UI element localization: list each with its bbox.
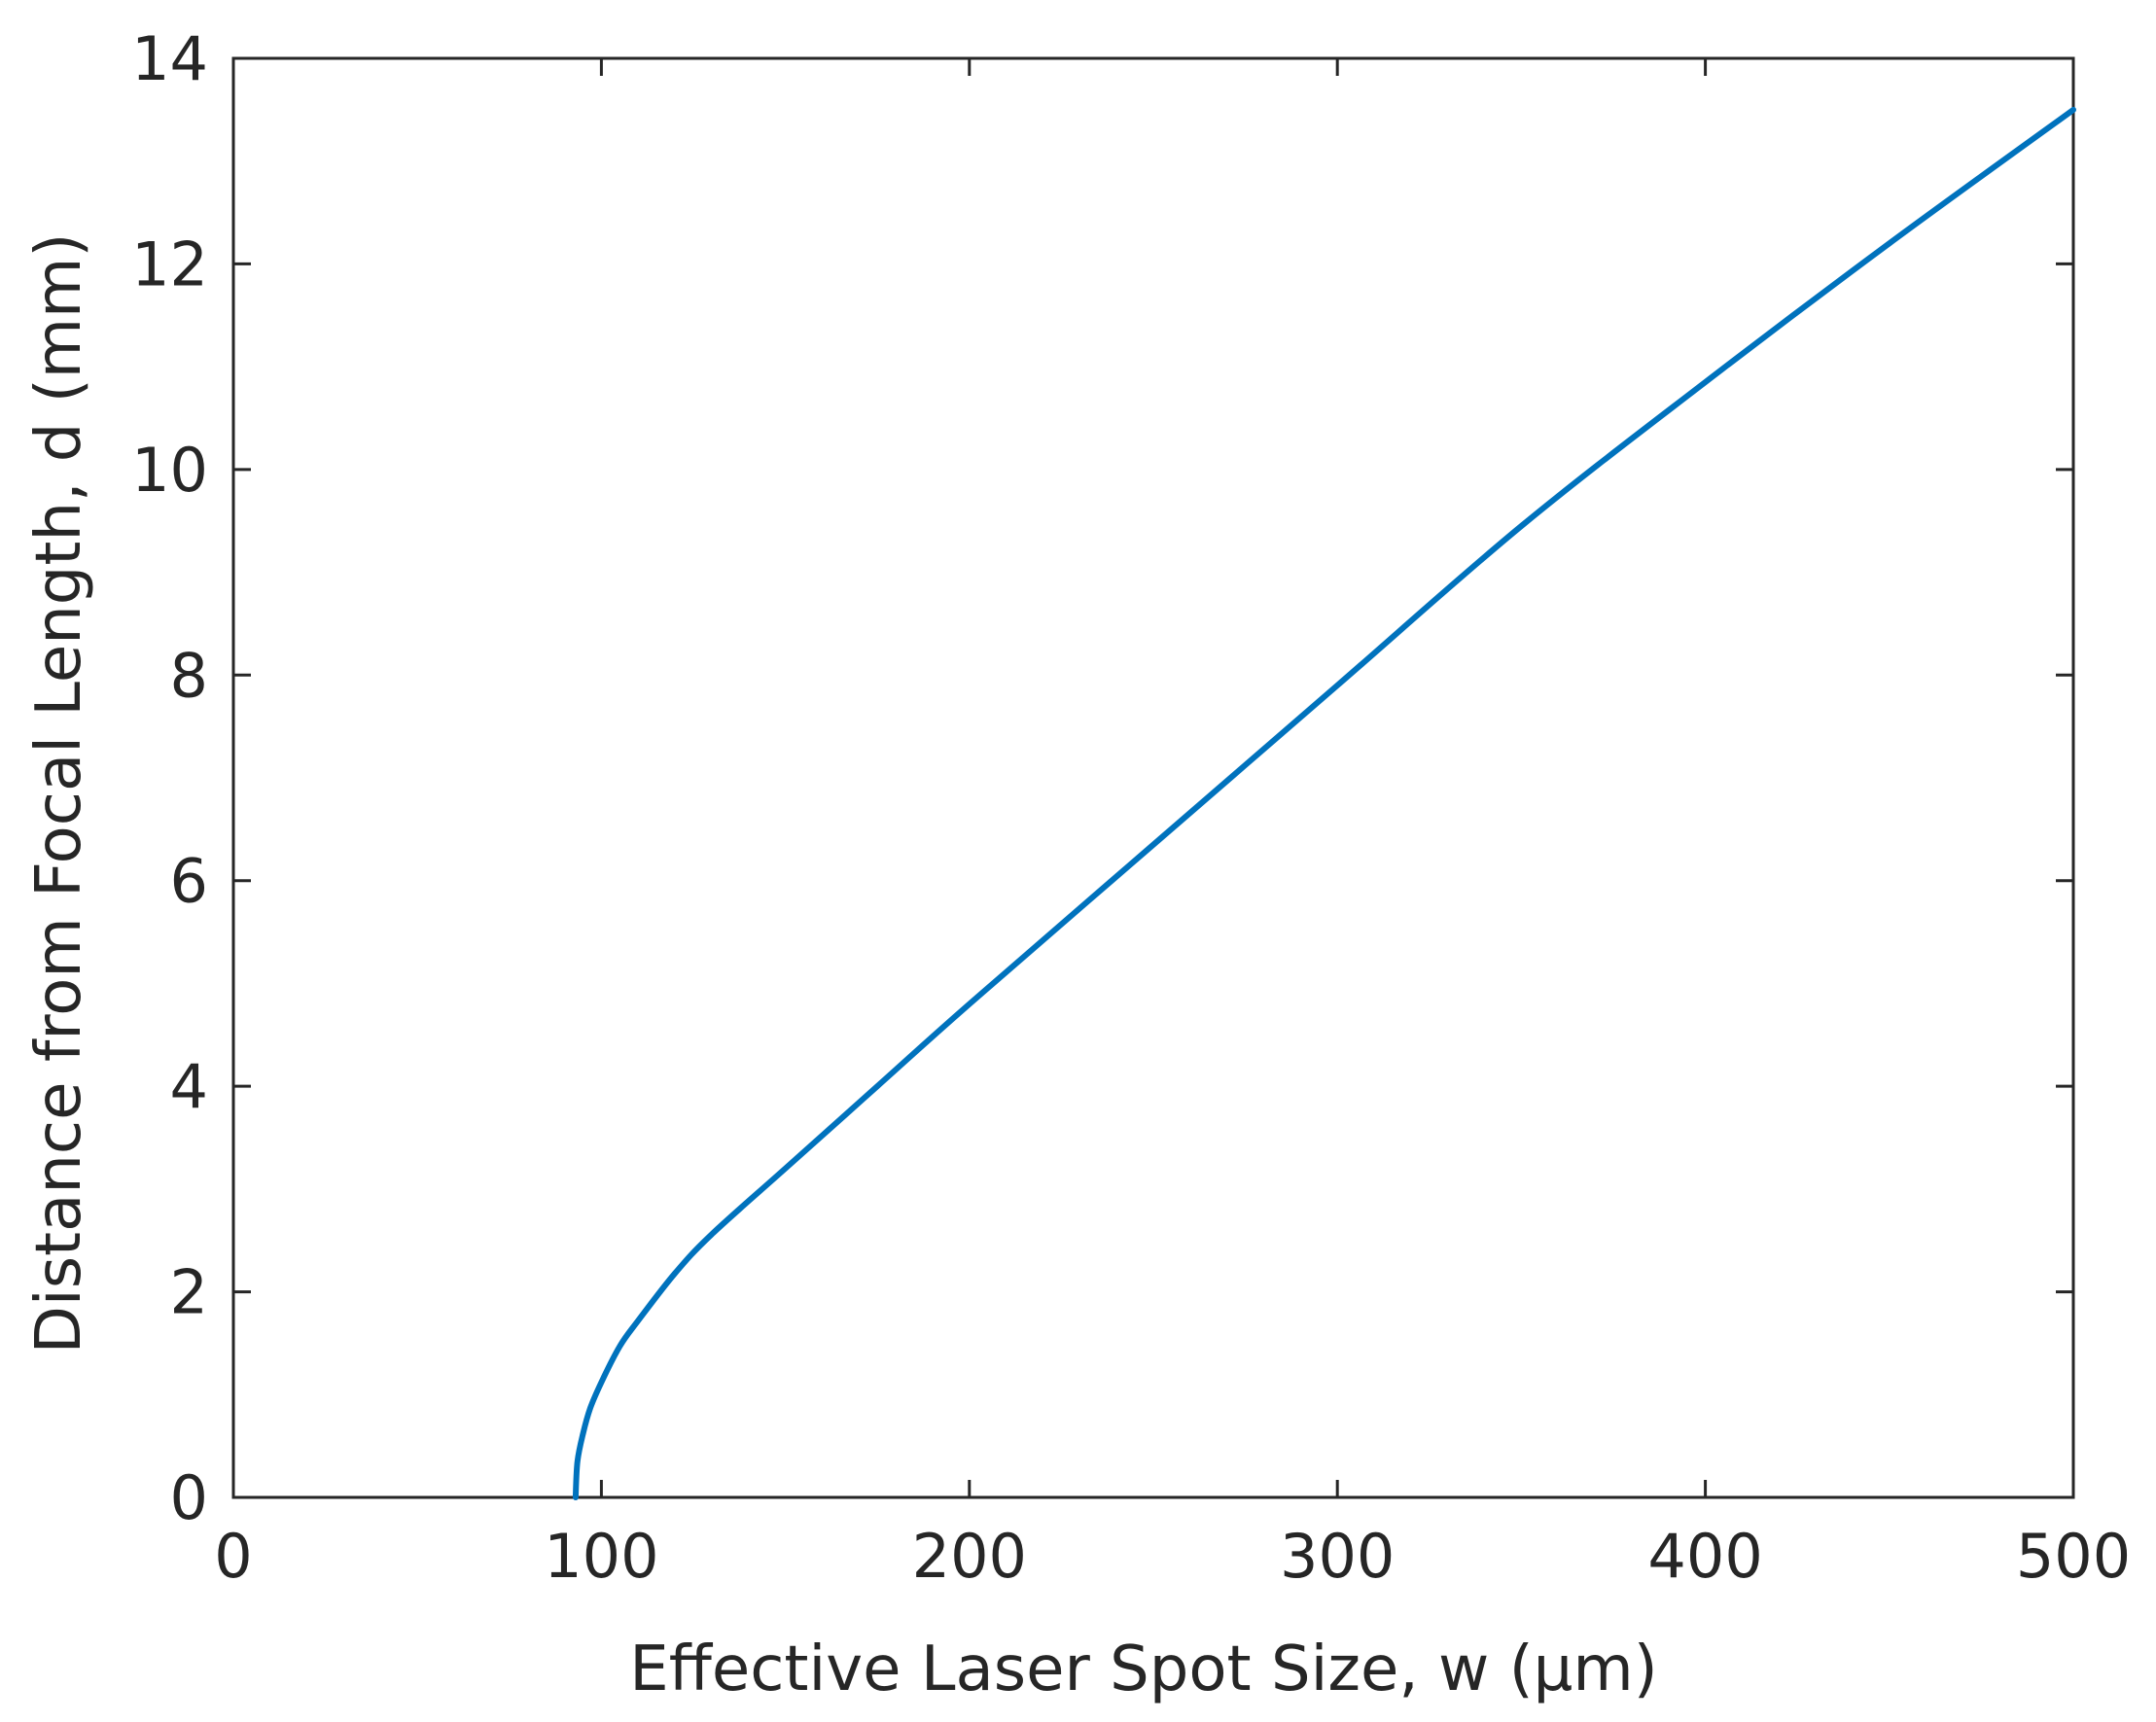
plot-frame xyxy=(231,56,2075,1499)
y-tick-label: 4 xyxy=(170,1051,208,1122)
x-axis-label: Effective Laser Spot Size, w (μm) xyxy=(629,1634,1657,1705)
y-tick-label: 8 xyxy=(170,640,208,711)
y-tick-label: 10 xyxy=(131,435,208,506)
y-tick-label: 6 xyxy=(170,846,208,917)
y-tick-label: 0 xyxy=(170,1462,208,1533)
tick-labels: 0 100 200 300 400 500 0 2 4 6 8 10 12 14 xyxy=(131,23,2131,1592)
x-tick-label: 0 xyxy=(214,1521,252,1592)
y-tick-label: 12 xyxy=(131,228,208,299)
x-tick-label: 200 xyxy=(912,1521,1027,1592)
series-line xyxy=(572,106,2076,1500)
series-layer xyxy=(572,106,2076,1500)
x-tick-label: 400 xyxy=(1647,1521,1762,1592)
x-tick-label: 500 xyxy=(2016,1521,2131,1592)
y-tick-label: 2 xyxy=(170,1257,208,1328)
axis-ticks xyxy=(231,56,2075,1499)
y-tick-label: 14 xyxy=(131,23,208,94)
y-axis-label: Distance from Focal Length, d (mm) xyxy=(23,233,95,1354)
x-tick-label: 300 xyxy=(1280,1521,1395,1592)
x-tick-label: 100 xyxy=(544,1521,658,1592)
plot-area-box xyxy=(231,56,2075,1499)
